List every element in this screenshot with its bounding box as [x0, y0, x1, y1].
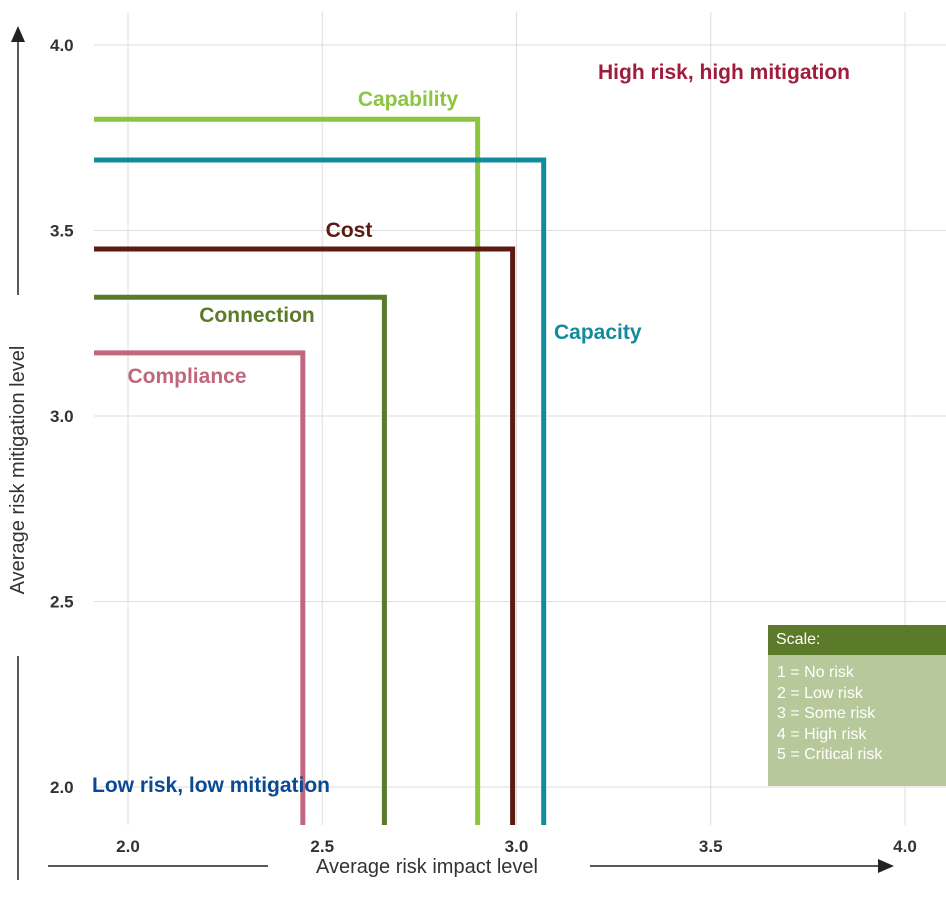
low-risk-annotation: Low risk, low mitigation: [92, 774, 330, 797]
series-line-capacity: [94, 157, 547, 825]
series-line-capability: [94, 116, 481, 825]
scale-item: 1 = No risk: [777, 664, 854, 681]
series-labels: Capability Capacity Cost Connection Complian…: [127, 88, 641, 388]
scale-list: 1 = No risk 2 = Low risk 3 = Some risk 4 = …: [768, 655, 946, 766]
high-risk-annotation: High risk, high mitigation: [598, 61, 850, 84]
series-line-cost: [94, 246, 516, 825]
scale-item: 3 = Some risk: [777, 705, 876, 722]
series-label-capacity: Capacity: [554, 321, 642, 344]
y-tick-label: 2.5: [50, 593, 74, 612]
y-tick-labels: 4.0 3.5 3.0 2.5 2.0: [50, 36, 74, 797]
series-label-compliance: Compliance: [127, 365, 246, 388]
y-axis-title: Average risk mitigation level: [7, 346, 29, 595]
x-axis: Average risk impact level: [48, 856, 894, 878]
y-axis-arrow-icon: [11, 26, 25, 42]
series-lines: [94, 116, 547, 825]
scale-legend: Scale: 1 = No risk 2 = Low risk 3 = Some r…: [768, 625, 946, 786]
series-label-connection: Connection: [199, 304, 315, 327]
scale-item: 4 = High risk: [777, 725, 867, 743]
series-label-cost: Cost: [326, 219, 373, 242]
scale-title: Scale:: [768, 625, 946, 655]
x-tick-label: 4.0: [893, 837, 917, 856]
y-tick-label: 3.0: [50, 407, 74, 426]
scale-item: 2 = Low risk: [777, 684, 863, 702]
scale-item: 5 = Critical risk: [777, 746, 883, 763]
x-axis-title: Average risk impact level: [316, 856, 538, 878]
series-line-connection: [94, 294, 387, 825]
grid: [94, 12, 946, 825]
x-tick-labels: 2.0 2.5 3.0 3.5 4.0: [116, 837, 917, 856]
y-tick-label: 2.0: [50, 778, 74, 797]
y-tick-label: 4.0: [50, 36, 74, 55]
series-label-capability: Capability: [358, 88, 459, 111]
x-tick-label: 2.0: [116, 837, 140, 856]
series-line-compliance: [94, 350, 306, 825]
x-axis-arrow-icon: [878, 859, 894, 873]
x-tick-label: 2.5: [310, 837, 334, 856]
y-tick-label: 3.5: [50, 222, 74, 241]
x-tick-label: 3.5: [699, 837, 723, 856]
x-tick-label: 3.0: [505, 837, 529, 856]
y-axis: Average risk mitigation level: [7, 26, 29, 880]
